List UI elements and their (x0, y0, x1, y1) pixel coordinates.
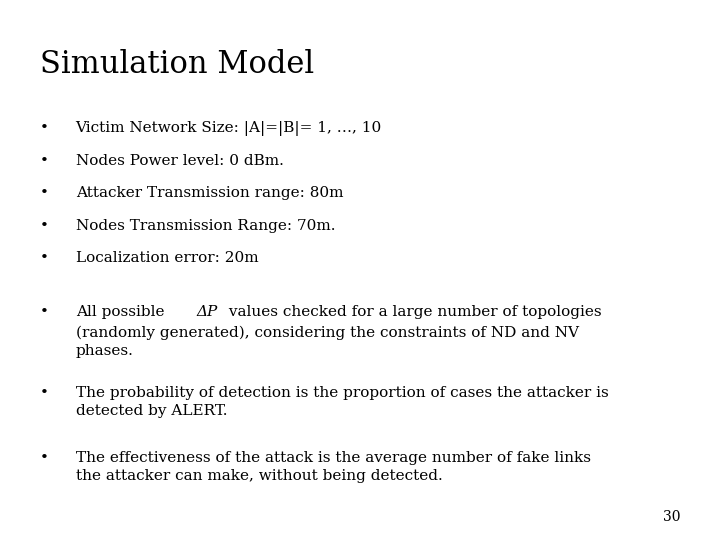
Text: Victim Network Size: |A|=|B|= 1, …, 10: Victim Network Size: |A|=|B|= 1, …, 10 (76, 122, 382, 137)
Text: •: • (40, 305, 48, 319)
Text: Nodes Power level: 0 dBm.: Nodes Power level: 0 dBm. (76, 154, 284, 168)
Text: 30: 30 (663, 510, 680, 524)
Text: The probability of detection is the proportion of cases the attacker is
detected: The probability of detection is the prop… (76, 386, 608, 418)
Text: •: • (40, 451, 48, 465)
Text: values checked for a large number of topologies: values checked for a large number of top… (223, 305, 601, 319)
Text: The effectiveness of the attack is the average number of fake links
the attacker: The effectiveness of the attack is the a… (76, 451, 590, 483)
Text: •: • (40, 154, 48, 168)
Text: Attacker Transmission range: 80m: Attacker Transmission range: 80m (76, 186, 343, 200)
Text: •: • (40, 186, 48, 200)
Text: •: • (40, 251, 48, 265)
Text: Nodes Transmission Range: 70m.: Nodes Transmission Range: 70m. (76, 219, 335, 233)
Text: All possible: All possible (76, 305, 169, 319)
Text: Localization error: 20m: Localization error: 20m (76, 251, 258, 265)
Text: •: • (40, 386, 48, 400)
Text: •: • (40, 219, 48, 233)
Text: Simulation Model: Simulation Model (40, 49, 314, 79)
Text: ΔP: ΔP (196, 305, 217, 319)
Text: •: • (40, 122, 48, 136)
Text: (randomly generated), considering the constraints of ND and NV
phases.: (randomly generated), considering the co… (76, 326, 579, 358)
